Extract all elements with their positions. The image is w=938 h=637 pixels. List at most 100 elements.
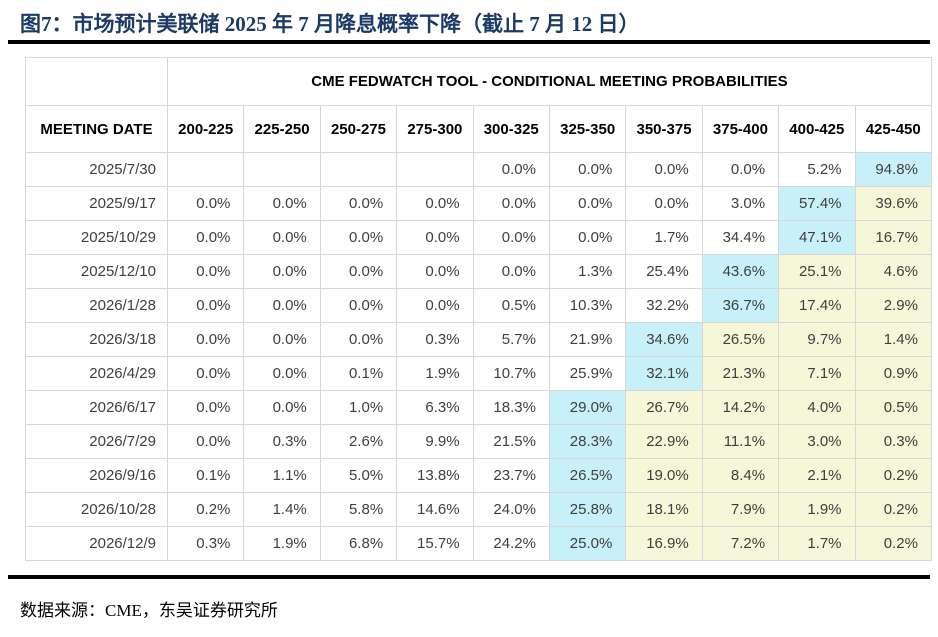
prob-cell: 9.9% [396, 424, 474, 459]
prob-cell: 47.1% [778, 220, 856, 255]
prob-cell: 5.8% [319, 492, 398, 527]
prob-cell: 18.1% [625, 492, 703, 527]
prob-cell: 14.2% [701, 390, 780, 425]
prob-cell: 0.0% [625, 152, 703, 187]
prob-cell: 0.0% [166, 322, 245, 357]
prob-cell: 0.0% [243, 288, 321, 323]
prob-cell: 0.0% [166, 186, 245, 221]
prob-cell: 1.7% [625, 220, 703, 255]
rate-bucket-header: 425-450 [854, 105, 932, 153]
prob-cell: 0.3% [166, 526, 245, 561]
prob-cell: 32.2% [625, 288, 703, 323]
prob-cell: 0.0% [166, 220, 245, 255]
date-cell: 2026/9/16 [25, 458, 168, 493]
table-row: 2025/12/10 0.0% 0.0% 0.0% 0.0% 0.0% 1.3% 25.4% 4… [25, 254, 932, 289]
prob-cell: 0.0% [243, 322, 321, 357]
prob-cell: 0.0% [243, 356, 321, 391]
prob-cell: 5.2% [778, 152, 856, 187]
prob-cell: 11.1% [701, 424, 780, 459]
date-cell: 2026/1/28 [25, 288, 168, 323]
prob-cell: 23.7% [472, 458, 550, 493]
prob-cell: 0.0% [472, 220, 550, 255]
prob-cell: 0.3% [854, 424, 932, 459]
prob-cell: 13.8% [396, 458, 474, 493]
prob-cell: 25.0% [548, 526, 627, 561]
prob-cell: 21.3% [701, 356, 780, 391]
prob-cell: 0.2% [166, 492, 245, 527]
date-cell: 2025/10/29 [25, 220, 168, 255]
rate-bucket-header: 400-425 [778, 105, 856, 153]
prob-cell: 0.0% [396, 220, 474, 255]
prob-cell: 0.0% [166, 254, 245, 289]
rate-bucket-header: 350-375 [625, 105, 703, 153]
table-row: 2026/1/28 0.0% 0.0% 0.0% 0.0% 0.5% 10.3% 32.2% 3… [25, 288, 932, 323]
prob-cell: 0.0% [243, 186, 321, 221]
table-row: 2026/4/29 0.0% 0.0% 0.1% 1.9% 10.7% 25.9% 32.1%… [25, 356, 932, 391]
prob-cell: 7.2% [701, 526, 780, 561]
prob-cell: 15.7% [396, 526, 474, 561]
prob-cell: 1.4% [243, 492, 321, 527]
rate-bucket-header: 250-275 [319, 105, 398, 153]
prob-cell: 0.0% [243, 220, 321, 255]
prob-cell: 43.6% [701, 254, 780, 289]
prob-cell: 6.3% [396, 390, 474, 425]
prob-cell: 16.7% [854, 220, 932, 255]
prob-cell: 0.0% [396, 186, 474, 221]
prob-cell: 94.8% [854, 152, 932, 187]
prob-cell: 1.3% [548, 254, 627, 289]
rate-bucket-header: 300-325 [472, 105, 550, 153]
prob-cell: 26.7% [625, 390, 703, 425]
prob-cell: 39.6% [854, 186, 932, 221]
prob-cell: 2.9% [854, 288, 932, 323]
prob-cell: 0.0% [319, 288, 398, 323]
prob-cell: 4.0% [778, 390, 856, 425]
prob-cell: 26.5% [701, 322, 780, 357]
table-row: 2026/6/17 0.0% 0.0% 1.0% 6.3% 18.3% 29.0% 26.7%… [25, 390, 932, 425]
corner-cell [25, 57, 168, 106]
prob-cell: 0.2% [854, 526, 932, 561]
prob-cell: 4.6% [854, 254, 932, 289]
footer-divider [8, 575, 930, 579]
prob-cell: 3.0% [778, 424, 856, 459]
prob-cell [166, 152, 245, 187]
prob-cell: 1.7% [778, 526, 856, 561]
date-cell: 2026/6/17 [25, 390, 168, 425]
prob-cell: 0.0% [396, 288, 474, 323]
prob-cell: 32.1% [625, 356, 703, 391]
prob-cell: 7.9% [701, 492, 780, 527]
prob-cell: 0.1% [166, 458, 245, 493]
prob-cell: 7.1% [778, 356, 856, 391]
prob-cell: 0.0% [166, 288, 245, 323]
prob-cell: 0.5% [472, 288, 550, 323]
prob-cell: 24.0% [472, 492, 550, 527]
prob-cell: 6.8% [319, 526, 398, 561]
rate-bucket-header: 200-225 [166, 105, 245, 153]
prob-cell: 0.0% [319, 254, 398, 289]
date-cell: 2025/12/10 [25, 254, 168, 289]
title-divider [8, 40, 930, 44]
prob-cell: 25.4% [625, 254, 703, 289]
date-cell: 2026/3/18 [25, 322, 168, 357]
prob-cell: 14.6% [396, 492, 474, 527]
prob-cell: 19.0% [625, 458, 703, 493]
table-container: CME FEDWATCH TOOL - CONDITIONAL MEETING … [25, 57, 932, 561]
prob-cell: 9.7% [778, 322, 856, 357]
prob-cell: 21.5% [472, 424, 550, 459]
prob-cell: 1.4% [854, 322, 932, 357]
date-cell: 2026/12/9 [25, 526, 168, 561]
prob-cell: 24.2% [472, 526, 550, 561]
prob-cell: 28.3% [548, 424, 627, 459]
prob-cell: 0.2% [854, 492, 932, 527]
prob-cell: 0.0% [472, 186, 550, 221]
prob-cell: 8.4% [701, 458, 780, 493]
prob-cell: 0.0% [701, 152, 780, 187]
prob-cell: 57.4% [778, 186, 856, 221]
prob-cell: 16.9% [625, 526, 703, 561]
prob-cell: 0.0% [548, 220, 627, 255]
prob-cell: 1.1% [243, 458, 321, 493]
prob-cell [243, 152, 321, 187]
prob-cell: 0.2% [854, 458, 932, 493]
table-row: 2026/9/16 0.1% 1.1% 5.0% 13.8% 23.7% 26.5% 19.0… [25, 458, 932, 493]
prob-cell: 18.3% [472, 390, 550, 425]
rate-bucket-header: 375-400 [701, 105, 780, 153]
